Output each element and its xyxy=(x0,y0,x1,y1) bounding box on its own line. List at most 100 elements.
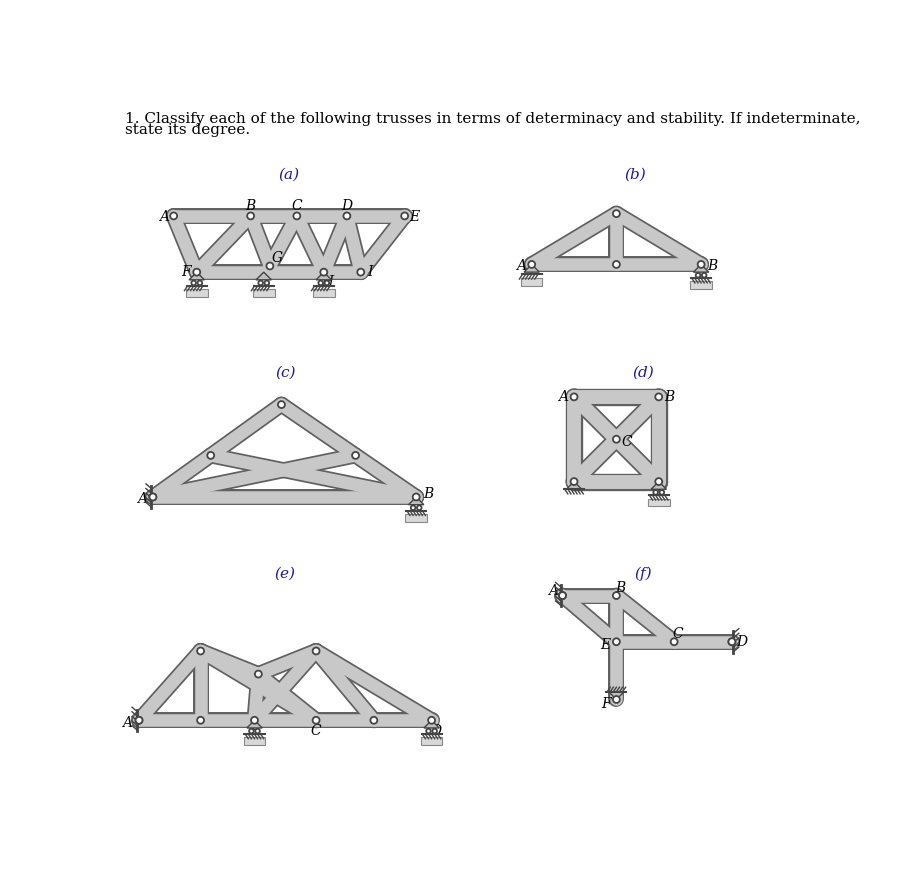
Circle shape xyxy=(357,269,365,275)
Circle shape xyxy=(411,506,415,510)
Circle shape xyxy=(613,638,620,645)
Circle shape xyxy=(671,638,677,645)
Polygon shape xyxy=(189,272,205,280)
Circle shape xyxy=(344,212,350,219)
Circle shape xyxy=(249,729,254,733)
Circle shape xyxy=(255,729,260,733)
Circle shape xyxy=(728,638,735,645)
Circle shape xyxy=(255,671,262,678)
Text: D: D xyxy=(342,199,353,213)
FancyBboxPatch shape xyxy=(690,282,712,289)
Text: (c): (c) xyxy=(275,366,295,380)
Text: (d): (d) xyxy=(633,366,654,380)
Text: I: I xyxy=(367,265,373,279)
FancyBboxPatch shape xyxy=(648,499,670,507)
Polygon shape xyxy=(316,272,332,280)
Circle shape xyxy=(655,394,663,401)
Polygon shape xyxy=(524,264,539,272)
Circle shape xyxy=(313,717,320,724)
Polygon shape xyxy=(424,720,439,728)
Text: A: A xyxy=(137,492,147,506)
Text: A: A xyxy=(548,584,558,598)
Polygon shape xyxy=(408,497,424,505)
Text: F: F xyxy=(602,697,611,711)
Circle shape xyxy=(170,212,177,219)
Circle shape xyxy=(318,281,323,285)
Text: E: E xyxy=(601,638,611,652)
Circle shape xyxy=(294,212,300,219)
Polygon shape xyxy=(256,272,272,280)
Circle shape xyxy=(197,281,202,285)
FancyBboxPatch shape xyxy=(421,737,443,745)
Text: F: F xyxy=(181,265,191,279)
Text: B: B xyxy=(707,259,717,273)
Circle shape xyxy=(266,262,274,269)
FancyBboxPatch shape xyxy=(405,514,427,521)
Polygon shape xyxy=(694,264,709,272)
Circle shape xyxy=(149,494,156,501)
Circle shape xyxy=(370,717,377,724)
Polygon shape xyxy=(609,692,624,700)
Circle shape xyxy=(728,638,735,645)
FancyBboxPatch shape xyxy=(244,737,265,745)
Polygon shape xyxy=(651,481,666,489)
Circle shape xyxy=(613,261,620,268)
FancyBboxPatch shape xyxy=(521,278,543,286)
Circle shape xyxy=(654,490,658,494)
Circle shape xyxy=(313,647,320,654)
Text: D: D xyxy=(736,634,747,649)
Text: state its degree.: state its degree. xyxy=(125,123,250,136)
Circle shape xyxy=(613,435,620,442)
Text: A: A xyxy=(159,210,169,224)
Circle shape xyxy=(702,273,706,277)
Circle shape xyxy=(528,261,535,268)
Circle shape xyxy=(613,592,620,599)
Text: B: B xyxy=(615,580,625,595)
Text: H: H xyxy=(321,275,333,289)
Circle shape xyxy=(660,490,664,494)
Text: D: D xyxy=(430,724,441,738)
Text: E: E xyxy=(410,210,420,224)
Circle shape xyxy=(135,717,143,724)
Circle shape xyxy=(697,261,704,268)
Text: B: B xyxy=(424,487,434,501)
Circle shape xyxy=(325,281,329,285)
Text: B: B xyxy=(245,199,255,213)
Circle shape xyxy=(401,212,408,219)
Circle shape xyxy=(192,281,196,285)
Text: C: C xyxy=(311,724,322,738)
Circle shape xyxy=(352,452,359,459)
FancyBboxPatch shape xyxy=(253,289,275,297)
Circle shape xyxy=(433,729,437,733)
Circle shape xyxy=(613,210,620,217)
Circle shape xyxy=(135,717,143,724)
Text: C: C xyxy=(292,199,302,213)
Circle shape xyxy=(258,281,263,285)
Circle shape xyxy=(413,494,420,501)
Circle shape xyxy=(559,592,566,599)
Circle shape xyxy=(559,592,566,599)
Polygon shape xyxy=(247,720,262,728)
Text: A: A xyxy=(122,716,132,730)
Text: C: C xyxy=(622,435,633,449)
Circle shape xyxy=(417,506,422,510)
Circle shape xyxy=(428,717,435,724)
Circle shape xyxy=(695,273,700,277)
Circle shape xyxy=(613,696,620,703)
Circle shape xyxy=(197,717,204,724)
Text: G: G xyxy=(272,251,284,265)
FancyBboxPatch shape xyxy=(313,289,335,297)
FancyBboxPatch shape xyxy=(186,289,207,297)
Circle shape xyxy=(197,647,204,654)
Text: A: A xyxy=(558,390,568,404)
Text: A: A xyxy=(516,259,526,273)
Text: C: C xyxy=(673,627,684,641)
Circle shape xyxy=(571,394,577,401)
Text: B: B xyxy=(249,724,260,738)
Text: 1. Classify each of the following trusses in terms of determinacy and stability.: 1. Classify each of the following trusse… xyxy=(125,112,861,126)
Text: (a): (a) xyxy=(278,168,300,182)
Circle shape xyxy=(426,729,431,733)
Circle shape xyxy=(320,269,327,275)
Circle shape xyxy=(251,717,258,724)
Circle shape xyxy=(571,478,577,485)
